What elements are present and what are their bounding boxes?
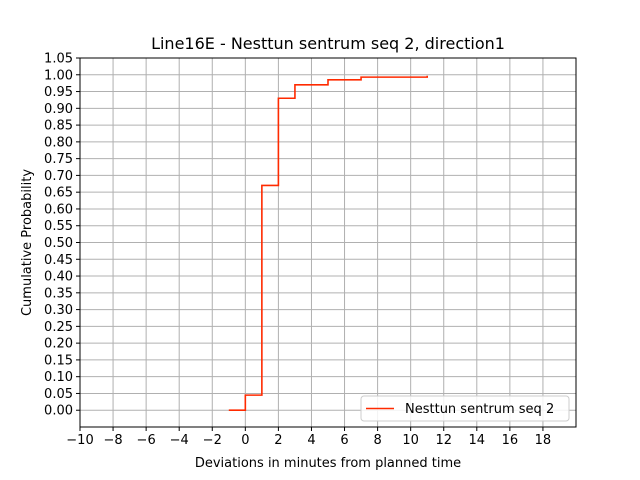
y-tick-label: 0.25: [44, 320, 73, 335]
chart-title: Line16E - Nesttun sentrum seq 2, directi…: [151, 34, 505, 53]
legend-label: Nesttun sentrum seq 2: [405, 402, 554, 417]
y-tick-label: 0.90: [44, 102, 73, 117]
y-tick-label: 0.35: [44, 286, 73, 301]
y-tick-label: 0.95: [44, 85, 73, 100]
y-tick-label: 0.40: [44, 270, 73, 285]
x-tick-label: 8: [373, 433, 381, 448]
y-tick-label: 0.00: [44, 404, 73, 419]
legend-box: [360, 395, 570, 422]
series-line: [228, 75, 428, 412]
y-tick-label: 0.45: [44, 253, 73, 268]
x-tick-label: 0: [241, 433, 249, 448]
x-tick-label: 12: [435, 433, 452, 448]
x-tick-label: 4: [307, 433, 315, 448]
x-axis: −10 −8 −6 −4 −2 0 2 4 6 8 10 12 14 16 18: [66, 427, 551, 448]
y-tick-label: 0.30: [44, 303, 73, 318]
x-tick-label: 6: [340, 433, 348, 448]
y-tick-label: 0.75: [44, 152, 73, 167]
y-tick-label: 0.60: [44, 202, 73, 217]
x-tick-label: 14: [469, 433, 486, 448]
legend: Nesttun sentrum seq 2: [360, 395, 570, 422]
y-tick-label: 0.80: [44, 135, 73, 150]
x-tick-label: 2: [274, 433, 282, 448]
series-layer: [228, 75, 428, 412]
x-tick-label: 16: [502, 433, 519, 448]
y-tick-label: 0.50: [44, 236, 73, 251]
x-tick-label: −8: [103, 433, 122, 448]
x-tick-label: 18: [535, 433, 552, 448]
x-tick-label: −10: [66, 433, 93, 448]
y-tick-label: 0.05: [44, 387, 73, 402]
x-tick-label: −2: [203, 433, 222, 448]
y-tick-label: 0.85: [44, 119, 73, 134]
y-tick-label: 0.15: [44, 353, 73, 368]
x-axis-label: Deviations in minutes from planned time: [195, 456, 461, 471]
y-tick-label: 1.00: [44, 68, 73, 83]
y-axis: 0.00 0.05 0.10 0.150.20 0.25 0.30 0.350.40 0.45…: [44, 52, 80, 419]
y-tick-label: 0.65: [44, 186, 73, 201]
x-tick-label: −6: [137, 433, 156, 448]
x-tick-label: −4: [170, 433, 189, 448]
grid: [79, 57, 576, 427]
y-axis-label: Cumulative Probability: [20, 169, 35, 316]
x-tick-label: 10: [402, 433, 419, 448]
y-tick-label: 0.55: [44, 219, 73, 234]
y-tick-label: 0.10: [44, 370, 73, 385]
y-tick-label: 0.70: [44, 169, 73, 184]
y-tick-label: 0.20: [44, 337, 73, 352]
y-tick-label: 1.05: [44, 52, 73, 67]
